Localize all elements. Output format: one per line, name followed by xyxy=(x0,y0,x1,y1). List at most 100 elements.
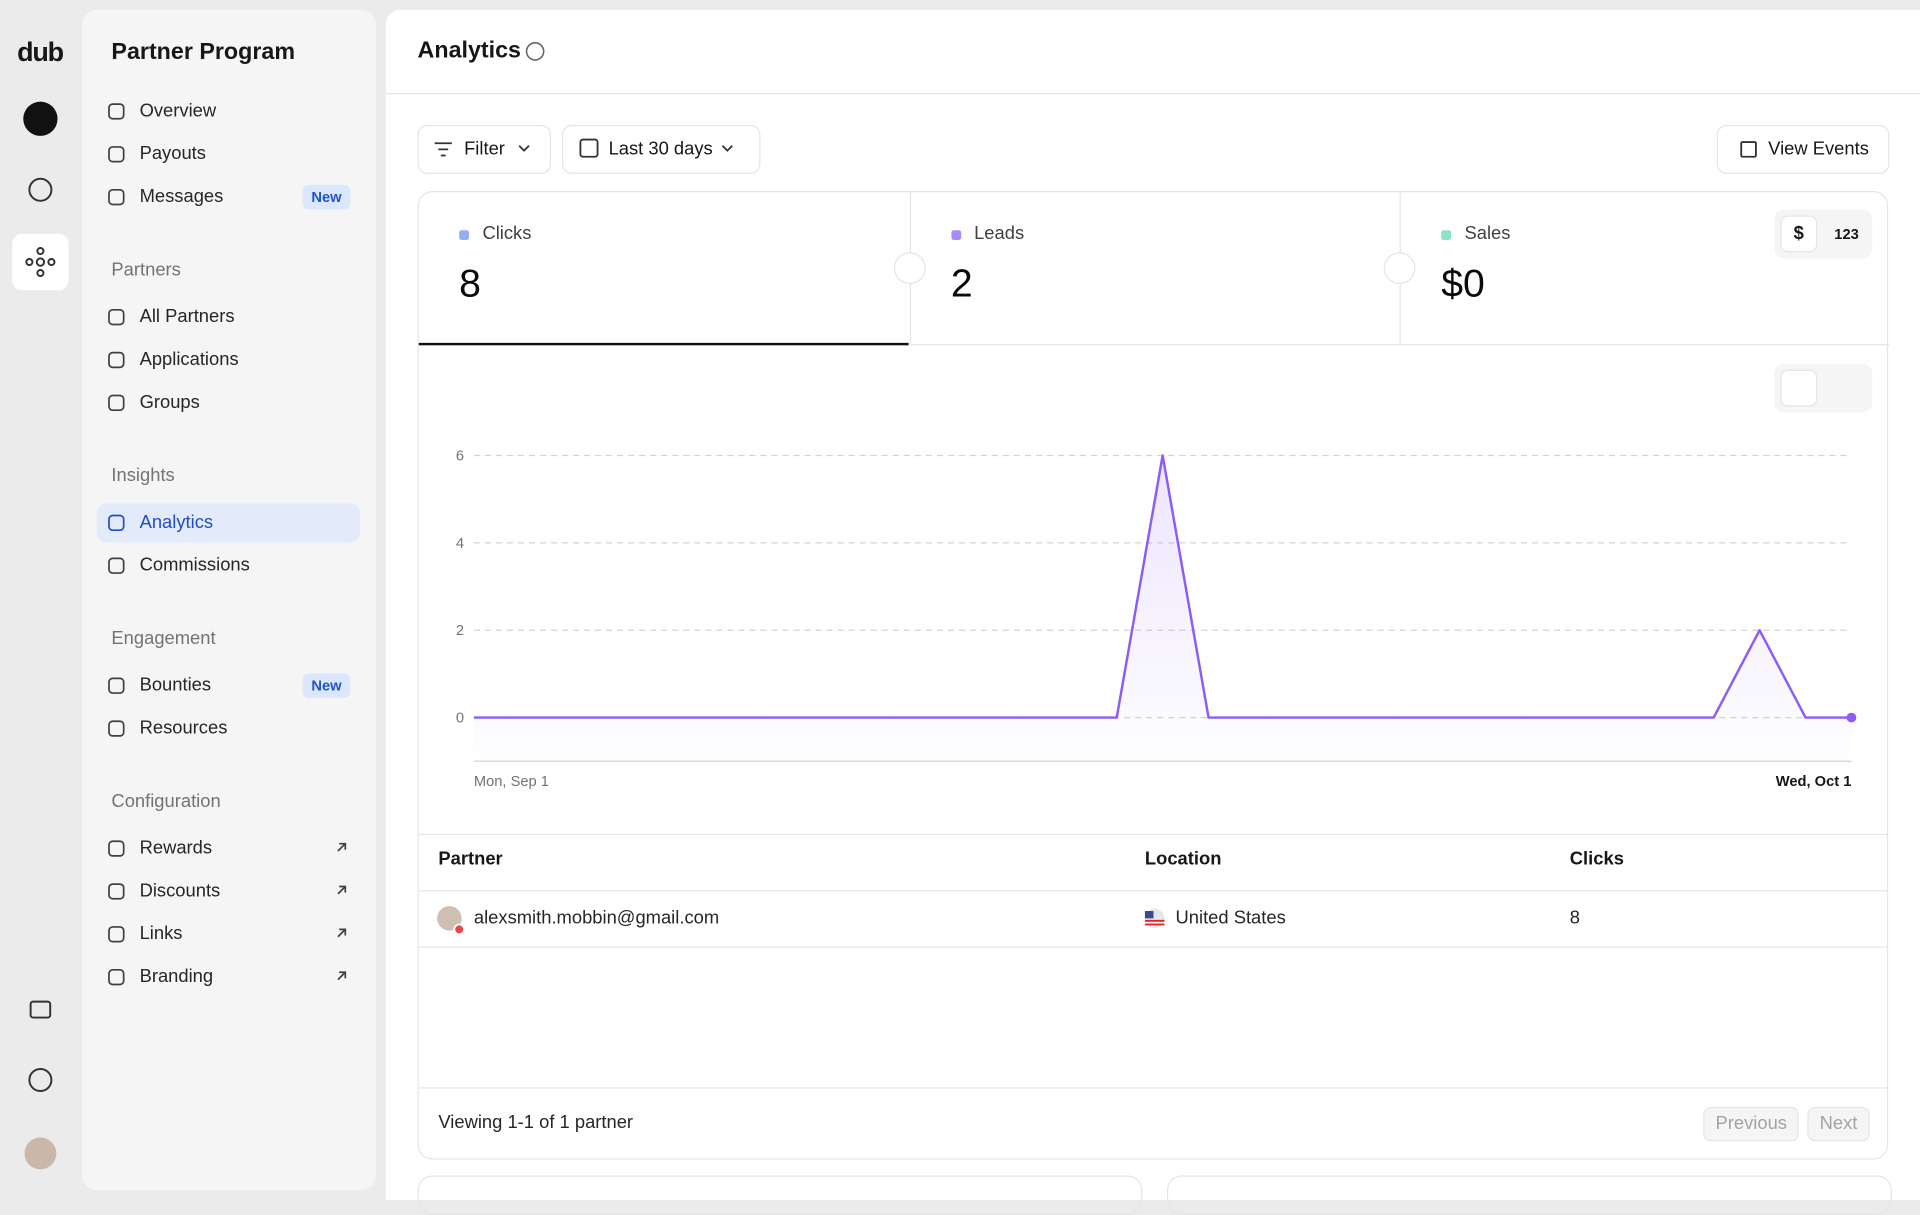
nav-icon xyxy=(108,557,125,574)
metric-tab[interactable]: Clicks 8 xyxy=(418,192,909,346)
nav-item[interactable]: Bounties New xyxy=(97,666,360,705)
logo[interactable]: dub xyxy=(17,36,64,68)
metric-label: Clicks xyxy=(482,222,532,244)
nav-item[interactable]: Payouts xyxy=(97,135,360,174)
workspace-avatar[interactable] xyxy=(23,101,58,136)
line-chart-button[interactable] xyxy=(1780,369,1818,407)
nav-label: All Partners xyxy=(139,306,235,327)
sidebar: Partner Program Overview Payouts Messages N… xyxy=(82,9,376,1191)
program-tab[interactable] xyxy=(12,233,69,291)
nav-label: Groups xyxy=(139,391,200,413)
nav-item[interactable]: Resources xyxy=(97,709,360,748)
previous-button[interactable]: Previous xyxy=(1703,1106,1800,1142)
metric-dot xyxy=(459,230,469,240)
nav-item[interactable]: Links xyxy=(97,915,360,954)
icon-shape xyxy=(108,308,125,326)
table-cell: 8 xyxy=(1569,907,1581,929)
arrow xyxy=(337,928,347,938)
y-tick-label: 4 xyxy=(456,536,464,552)
column-header: Partner xyxy=(438,848,503,870)
nav-icon xyxy=(108,840,125,857)
arrow xyxy=(337,971,347,981)
icon-shape xyxy=(108,883,125,900)
nav-icon xyxy=(108,146,125,163)
nav-item[interactable]: Analytics xyxy=(96,503,361,543)
icon-shape xyxy=(108,677,125,694)
nav-icon xyxy=(108,720,125,737)
nav-label: Resources xyxy=(139,717,228,739)
chart-type-toggle xyxy=(1774,363,1873,413)
external-icon xyxy=(337,971,347,981)
column-header[interactable]: Clicks xyxy=(1569,848,1624,870)
footer-border xyxy=(417,1087,1889,1089)
nav-item[interactable]: Overview xyxy=(97,92,360,131)
next-arrow[interactable] xyxy=(893,252,926,285)
nav-label: Payouts xyxy=(139,143,206,165)
nav-icon xyxy=(108,926,125,943)
filter-label: Filter xyxy=(464,138,505,160)
view-events-label: View Events xyxy=(1768,138,1869,160)
arrow xyxy=(337,885,347,895)
view-events-button[interactable]: View Events xyxy=(1716,124,1890,174)
new-badge: New xyxy=(302,184,351,210)
nav-label: Bounties xyxy=(139,674,212,696)
nav-label: Discounts xyxy=(139,880,221,902)
icon-shape xyxy=(108,720,125,737)
user-avatar[interactable] xyxy=(24,1137,57,1170)
active-tab-indicator xyxy=(418,342,909,346)
icon-shape xyxy=(108,840,125,857)
nav-label: Messages xyxy=(139,186,224,207)
section-heading: Insights xyxy=(111,465,175,487)
y-tick-label: 0 xyxy=(456,710,464,726)
icon-shape xyxy=(108,188,125,206)
nav-item[interactable]: Messages New xyxy=(97,178,360,217)
metric-label: Leads xyxy=(974,222,1025,244)
sort-icon[interactable] xyxy=(1631,853,1641,868)
nav-item[interactable]: Commissions xyxy=(97,546,360,585)
last-point xyxy=(1846,712,1857,723)
gift-icon[interactable] xyxy=(29,1000,52,1019)
page-title: Analytics xyxy=(417,37,522,64)
y-tick-label: 6 xyxy=(456,448,464,464)
nav-icon xyxy=(108,394,125,412)
nav-icon xyxy=(108,351,125,369)
metric-tab[interactable]: Sales $0 xyxy=(1383,192,1890,346)
nav-label: Overview xyxy=(139,100,217,122)
external-icon xyxy=(337,885,347,895)
metric-label: Sales xyxy=(1464,222,1511,244)
external-icon xyxy=(337,928,347,938)
icon-shape xyxy=(108,926,125,943)
nav-item[interactable]: All Partners xyxy=(97,298,360,337)
help-icon[interactable] xyxy=(524,42,546,64)
next-arrow[interactable] xyxy=(1383,252,1416,285)
external-icon xyxy=(337,842,347,852)
line xyxy=(473,454,1852,719)
next-button[interactable]: Next xyxy=(1807,1106,1870,1142)
row-border xyxy=(417,890,1889,892)
header-divider xyxy=(385,93,1920,95)
nav-item[interactable]: Groups xyxy=(97,383,360,422)
help-icon[interactable] xyxy=(28,1068,53,1093)
explore-icon[interactable] xyxy=(28,177,53,202)
nav-item[interactable]: Branding xyxy=(97,958,360,997)
sidebar-title: Partner Program xyxy=(111,39,296,65)
metric-tab[interactable]: Leads 2 xyxy=(893,192,1399,346)
nav-label: Links xyxy=(139,923,183,945)
nav-item[interactable]: Rewards xyxy=(97,829,360,868)
metric-value: 2 xyxy=(950,260,973,305)
rail-icons xyxy=(12,101,69,1170)
nav-item[interactable]: Discounts xyxy=(97,872,360,911)
icon-shape xyxy=(108,351,125,369)
nav-label: Applications xyxy=(139,348,239,370)
nav-icon xyxy=(108,308,125,326)
toggle-count[interactable]: 123 xyxy=(1834,225,1859,243)
nav-item[interactable]: Applications xyxy=(97,340,360,379)
nav-label: Analytics xyxy=(139,511,214,533)
pagination-summary: Viewing 1-1 of 1 partner xyxy=(438,1111,634,1133)
column-header: Location xyxy=(1144,848,1222,870)
nav-icon xyxy=(108,883,125,900)
nav-label: Commissions xyxy=(139,554,250,576)
toggle-currency[interactable]: $ xyxy=(1780,215,1818,253)
date-range-label: Last 30 days xyxy=(608,138,713,160)
